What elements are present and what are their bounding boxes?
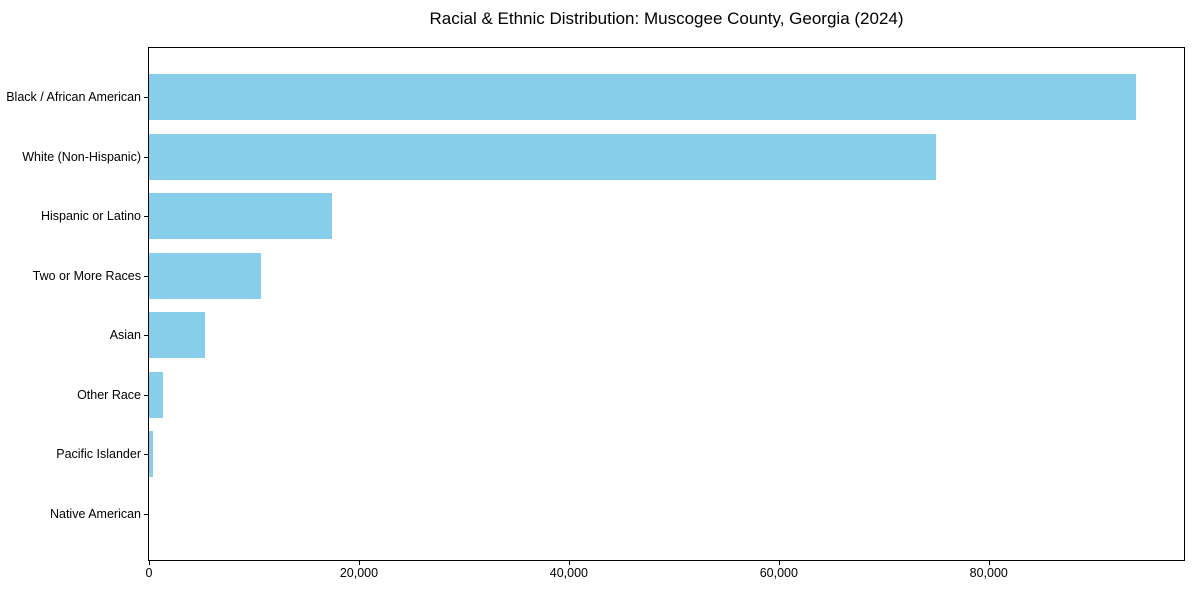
x-tick-mark [568,561,570,565]
bar-white-non-hispanic [149,133,937,180]
x-tick-label-60000: 60,000 [759,566,798,580]
plot-area [148,47,1185,561]
x-tick-label-0: 0 [145,566,153,580]
y-tick-label-two-or-more-races: Two or More Races [32,268,141,283]
y-tick-mark [144,156,148,158]
y-tick-mark [144,216,148,217]
x-tick-mark [778,561,780,565]
y-tick-label-asian: Asian [109,328,141,342]
x-tick-mark [149,561,150,565]
bar-hispanic-or-latino [149,193,332,239]
x-tick-label-40000: 40,000 [549,566,588,580]
y-tick-mark [144,513,148,515]
bar-pacific-islander [149,431,154,477]
y-tick-label-pacific-islander: Pacific Islander [56,447,141,461]
y-tick-mark [144,335,148,336]
bar-black-african-american [149,74,1136,120]
y-tick-mark [144,97,148,98]
y-tick-label-native-american: Native American [49,506,141,521]
bar-other-race [149,371,163,418]
x-tick-label-80000: 80,000 [969,566,1008,580]
y-tick-label-white-non-hispanic: White (Non-Hispanic) [22,149,141,164]
chart-title: Racial & Ethnic Distribution: Muscogee C… [429,9,904,28]
y-tick-label-hispanic-or-latino: Hispanic or Latino [40,209,141,223]
y-tick-label-black-african-american: Black / African American [6,90,141,104]
y-tick-label-other-race: Other Race [77,387,141,402]
y-tick-mark [144,275,148,277]
x-tick-mark [988,561,990,565]
y-tick-mark [144,454,148,455]
bar-two-or-more-races [149,252,262,299]
y-tick-mark [144,394,148,396]
x-tick-mark [358,561,360,565]
x-tick-label-20000: 20,000 [339,566,379,580]
bar-asian [149,312,205,358]
